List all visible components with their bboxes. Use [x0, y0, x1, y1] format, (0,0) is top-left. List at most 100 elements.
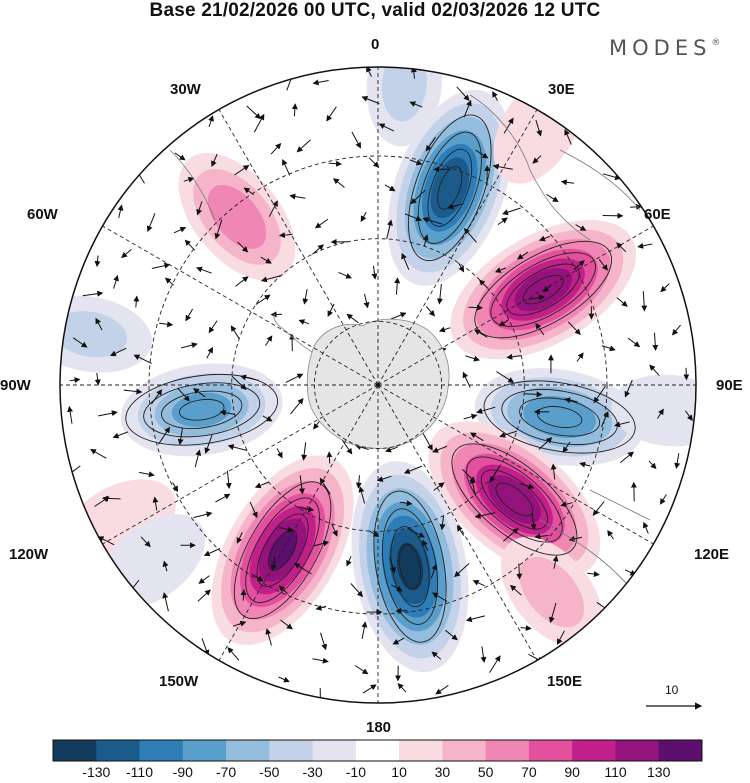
wind-arrow [113, 274, 119, 289]
streamline [143, 382, 261, 438]
wind-arrow [264, 335, 273, 346]
colorbar-tick-label: -110 [126, 764, 153, 780]
wind-arrow [389, 557, 396, 574]
wind-arrow [601, 345, 616, 352]
wind-arrow [278, 232, 293, 239]
wind-arrow [410, 189, 426, 205]
colorbar-swatch [139, 740, 184, 761]
lon-label-120e: 120E [694, 546, 730, 563]
wind-arrow [432, 445, 448, 453]
chart-title: Base 21/02/2026 00 UTC, valid 02/03/2026… [149, 0, 601, 21]
wind-arrow [404, 213, 423, 222]
colorbar-tick-label: -30 [302, 764, 323, 780]
lon-label-60e: 60E [644, 206, 671, 223]
wind-arrow [173, 226, 187, 234]
wind-arrow [474, 512, 496, 519]
wind-arrow [447, 203, 464, 210]
map-boundary [59, 66, 697, 704]
wind-arrow [503, 117, 514, 134]
wind-arrow [497, 217, 508, 226]
wind-arrow [69, 377, 81, 384]
south-pole-marker [376, 383, 380, 387]
wind-arrow [240, 374, 259, 381]
wind-arrow [297, 506, 315, 513]
wind-arrow [183, 176, 195, 183]
wind-arrow [193, 511, 213, 519]
wind-arrow [560, 501, 573, 508]
wind-arrow [246, 105, 261, 120]
wind-arrow [391, 584, 403, 592]
wind-arrow [616, 297, 628, 307]
streamline [125, 374, 279, 446]
wind-arrow [95, 317, 103, 331]
wind-arrow [214, 219, 223, 240]
wind-arrow [112, 431, 129, 439]
wind-arrow [652, 332, 659, 351]
wind-arrow [139, 471, 155, 478]
wind-arrow [422, 234, 429, 247]
streamline [466, 456, 563, 543]
wind-arrow [327, 303, 335, 317]
wind-arrow [162, 592, 169, 612]
wind-arrow [616, 242, 627, 253]
wind-arrow [253, 113, 265, 133]
colorbar-tick-label: -90 [172, 764, 193, 780]
colorbar-tick-label: 10 [391, 764, 407, 780]
streamline [437, 165, 463, 210]
wind-arrow [268, 200, 278, 217]
streamlines [125, 114, 636, 643]
wind-arrow [133, 354, 152, 364]
wind-arrow [523, 391, 543, 398]
wind-arrow [333, 178, 345, 188]
wind-arrow [465, 355, 480, 362]
colorbar-swatch [269, 740, 313, 761]
wind-arrow [140, 536, 151, 548]
wind-arrow [498, 319, 510, 327]
anomaly-contour-band [60, 311, 128, 358]
wind-arrow [550, 463, 557, 480]
latitude-circle [148, 155, 608, 615]
wind-arrow [72, 337, 88, 348]
wind-arrow [177, 387, 190, 402]
wind-arrow [312, 244, 324, 255]
wind-arrow [593, 385, 606, 404]
wind-arrow [627, 337, 641, 348]
wind-arrow [328, 160, 342, 167]
wind-arrow [494, 267, 506, 273]
wind-arrow [341, 438, 353, 455]
wind-arrow [385, 446, 398, 453]
colorbar-tick-label: 90 [564, 764, 580, 780]
wind-arrow [403, 465, 423, 474]
wind-arrow [90, 449, 107, 459]
wind-arrow [312, 657, 329, 664]
wind-arrow [425, 136, 436, 152]
wind-arrow [454, 563, 470, 578]
wind-arrow [109, 347, 127, 357]
wind-arrow [368, 157, 380, 168]
wind-arrow [392, 637, 405, 645]
wind-arrow [369, 530, 380, 537]
wind-arrow [225, 470, 232, 489]
wind-arrow [624, 379, 633, 398]
wind-arrow [313, 540, 330, 547]
wind-arrow [422, 432, 433, 451]
wind-arrow [592, 501, 605, 516]
wind-arrow [262, 415, 273, 422]
wind-arrow [684, 410, 693, 422]
wind-arrow [463, 99, 472, 118]
wind-arrow [520, 625, 532, 632]
wind-arrow [509, 584, 522, 596]
wind-arrow [361, 621, 368, 639]
wind-arrow [516, 251, 529, 260]
wind-arrow [642, 521, 649, 534]
wind-arrow [397, 682, 407, 693]
streamline [427, 148, 473, 227]
lon-label-90w: 90W [0, 377, 31, 394]
anomaly-center [60, 295, 152, 373]
colorbar-tick-label: 70 [521, 764, 537, 780]
wind-arrow [192, 388, 206, 398]
wind-arrow [463, 413, 478, 420]
wind-arrow [285, 373, 304, 383]
wind-arrow [630, 203, 643, 210]
wind-arrow [194, 449, 202, 468]
